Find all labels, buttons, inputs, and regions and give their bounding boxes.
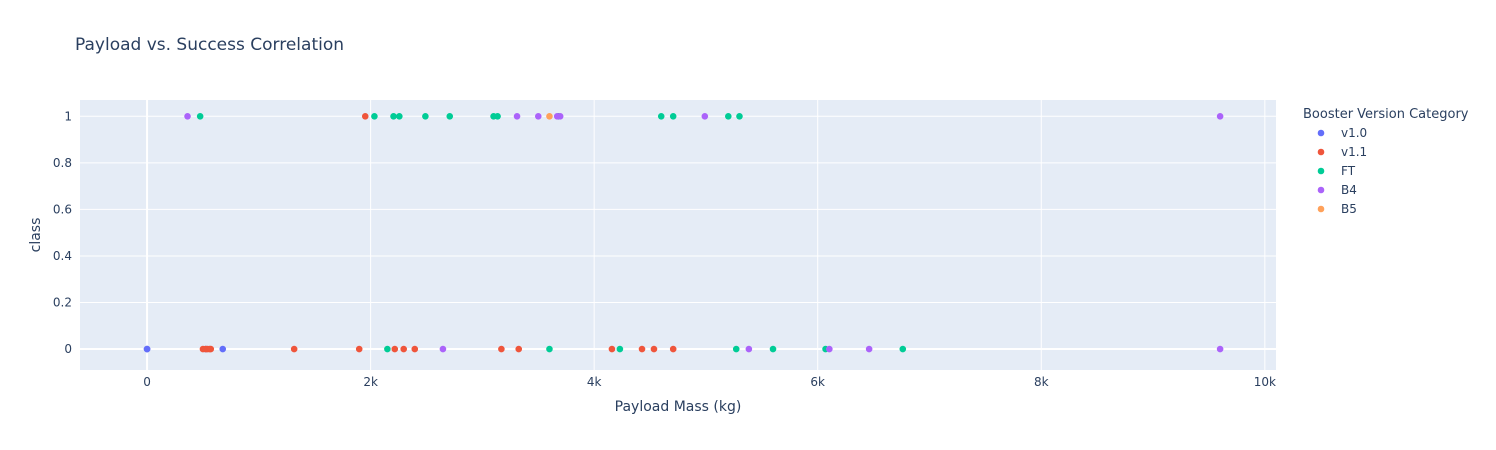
data-point-v1-1: [400, 345, 408, 353]
chart-title: Payload vs. Success Correlation: [75, 35, 344, 55]
data-point-b4: [556, 112, 564, 120]
legend-label: v1.1: [1341, 145, 1367, 159]
data-point-v1-1: [669, 345, 677, 353]
y-tick-labels: 0 0.2 0.4 0.6 0.8 1: [53, 109, 72, 356]
legend-label: B5: [1341, 202, 1357, 216]
data-point-b4: [826, 345, 833, 353]
data-point-ft: [371, 112, 378, 120]
data-point-ft: [546, 345, 553, 353]
data-point-b4: [534, 112, 542, 120]
legend-marker: [1317, 148, 1325, 156]
legend: Booster Version Category v1.0 v1.1 FT B4 B5: [1303, 107, 1469, 216]
legend-marker: [1317, 167, 1325, 175]
y-tick-label: 0.8: [53, 156, 72, 170]
legend-item[interactable]: B4: [1317, 183, 1357, 197]
legend-marker: [1317, 205, 1325, 213]
data-point-ft: [422, 112, 429, 120]
x-tick-label: 6k: [810, 375, 825, 389]
data-point-ft: [769, 345, 777, 353]
data-points: [143, 112, 1224, 353]
data-point-v1-1: [391, 345, 399, 353]
legend-title: Booster Version Category: [1303, 107, 1469, 122]
data-point-ft: [724, 112, 732, 120]
data-point-b4: [439, 345, 447, 353]
data-point-b4: [184, 112, 191, 120]
data-point-ft: [446, 112, 454, 120]
data-point-v1-0: [143, 345, 151, 353]
legend-label: v1.0: [1341, 126, 1367, 140]
data-point-b4: [865, 345, 873, 353]
data-point-ft: [494, 112, 501, 120]
data-point-ft: [390, 112, 397, 120]
legend-marker: [1317, 186, 1325, 194]
data-point-v1-1: [207, 345, 215, 353]
data-point-v1-1: [608, 345, 616, 353]
legend-marker: [1317, 129, 1325, 137]
data-point-v1-1: [498, 345, 505, 353]
data-point-v1-1: [650, 345, 658, 353]
data-point-v1-1: [411, 345, 419, 353]
legend-item[interactable]: FT: [1317, 164, 1356, 178]
data-point-v1-1: [638, 345, 646, 353]
legend-item[interactable]: v1.1: [1317, 145, 1367, 159]
x-tick-label: 2k: [363, 375, 378, 389]
data-point-b4: [701, 112, 709, 120]
data-point-v1-1: [515, 345, 523, 353]
data-point-ft: [396, 112, 403, 120]
x-tick-labels: 0 2k 4k 6k 8k 10k: [143, 375, 1276, 389]
x-tick-label: 8k: [1034, 375, 1049, 389]
data-point-ft: [616, 345, 624, 353]
data-point-ft: [669, 112, 677, 120]
data-point-ft: [196, 112, 204, 120]
data-point-b4: [513, 112, 521, 120]
x-tick-label: 0: [143, 375, 151, 389]
data-point-ft: [732, 345, 740, 353]
plot-background: [80, 100, 1276, 370]
data-point-b5: [546, 112, 553, 120]
y-tick-label: 0.4: [53, 249, 72, 263]
legend-item[interactable]: B5: [1317, 202, 1357, 216]
y-tick-label: 0: [64, 342, 72, 356]
grid-lines: [80, 100, 1276, 370]
legend-label: B4: [1341, 183, 1357, 197]
data-point-ft: [384, 345, 391, 353]
y-tick-label: 0.2: [53, 296, 72, 310]
x-tick-label: 4k: [587, 375, 602, 389]
legend-label: FT: [1341, 164, 1356, 178]
data-point-b4: [1216, 112, 1224, 120]
legend-items: v1.0 v1.1 FT B4 B5: [1317, 126, 1367, 216]
legend-item[interactable]: v1.0: [1317, 126, 1367, 140]
data-point-v1-1: [361, 112, 369, 120]
data-point-ft: [657, 112, 665, 120]
x-tick-label: 10k: [1254, 375, 1276, 389]
data-point-v1-1: [290, 345, 298, 353]
data-point-ft: [736, 112, 743, 120]
y-tick-label: 0.6: [53, 202, 72, 216]
data-point-ft: [899, 345, 907, 353]
y-axis-title: class: [28, 218, 44, 253]
data-point-b4: [745, 345, 753, 353]
data-point-v1-1: [355, 345, 363, 353]
y-tick-label: 1: [64, 109, 72, 123]
data-point-b4: [1216, 345, 1224, 353]
x-axis-title: Payload Mass (kg): [615, 399, 742, 415]
data-point-v1-0: [219, 345, 227, 353]
